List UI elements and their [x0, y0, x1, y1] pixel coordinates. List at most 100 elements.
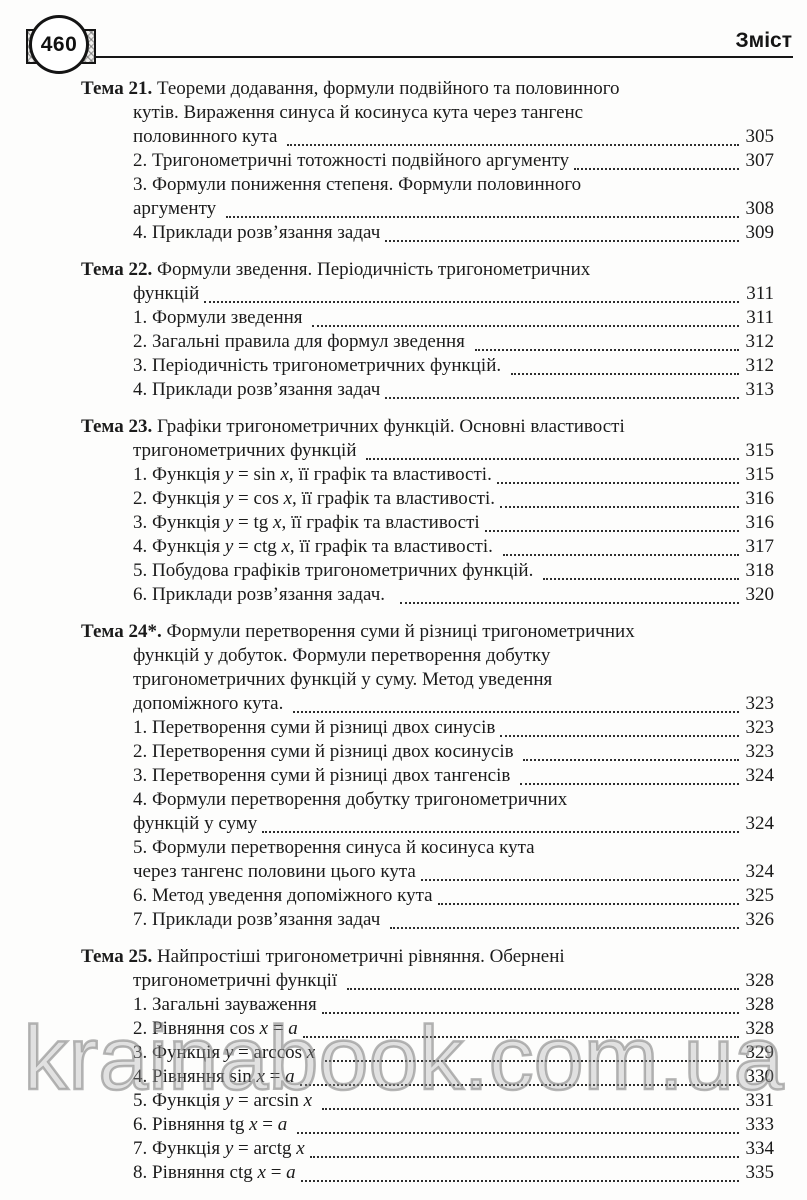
dot-leader — [366, 439, 739, 460]
dot-leader — [523, 740, 739, 761]
toc-line: 6. Приклади розв’язання задач. 320 — [81, 583, 774, 607]
toc-line: функцій у суму 324 — [81, 812, 774, 836]
toc-page-number: 328 — [745, 994, 775, 1015]
toc-line-text: 3. Формули пониження степеня. Формули по… — [133, 174, 582, 195]
toc-page-number: 324 — [745, 765, 775, 786]
dot-leader — [510, 354, 739, 375]
dot-leader — [321, 1089, 739, 1110]
toc-page-number: 313 — [745, 379, 775, 400]
toc-line: Тема 22. Формули зведення. Періодичність… — [81, 258, 774, 282]
toc-line-text: 1. Загальні зауваження — [133, 994, 317, 1015]
toc-line-text: 4. Рівняння sin x = a — [133, 1066, 295, 1087]
toc-line: 1. Загальні зауваження 328 — [81, 993, 774, 1017]
toc-line: 5. Функція y = arcsin x 331 — [81, 1089, 774, 1113]
toc-page-number: 307 — [745, 150, 775, 171]
toc-line-text: 4. Приклади розв’язання задач — [133, 222, 381, 243]
toc-line-text: тригонометричних функцій у суму. Метод у… — [133, 669, 553, 690]
toc-page-number: 331 — [745, 1090, 775, 1111]
toc-line: 3. Формули пониження степеня. Формули по… — [81, 173, 774, 197]
toc-line-text: половинного кута — [133, 126, 283, 147]
toc-page-number: 323 — [745, 693, 775, 714]
toc-line-text: Тема 21. Теореми додавання, формули подв… — [81, 78, 620, 99]
toc-line-text: 7. Приклади розв’язання задач — [133, 909, 386, 930]
toc-page-number: 316 — [745, 512, 775, 533]
toc-line: 4. Формули перетворення добутку тригоном… — [81, 788, 774, 812]
toc-page-number: 315 — [745, 440, 775, 461]
dot-leader — [390, 908, 739, 929]
toc-line: допоміжного кута. 323 — [81, 692, 774, 716]
dot-leader — [474, 330, 739, 351]
toc-line-text: кутів. Вираження синуса й косинуса кута … — [133, 102, 584, 123]
toc-line-text: 3. Перетворення суми й різниці двох танг… — [133, 765, 516, 786]
toc-line-text: 3. Періодичність тригонометричних функці… — [133, 355, 506, 376]
toc-page-number: 318 — [745, 560, 775, 581]
toc-line: 2. Функція y = cos x, її графік та власт… — [81, 487, 774, 511]
toc-line: 4. Приклади розв’язання задач 309 — [81, 221, 774, 245]
toc-line-text: 5. Функція y = arcsin x — [133, 1090, 313, 1111]
dot-leader — [500, 716, 739, 737]
toc-line: Тема 24*. Формули перетворення суми й рі… — [81, 620, 774, 644]
toc-line-text: 5. Формули перетворення синуса й косинус… — [133, 837, 535, 858]
toc-page-number: 305 — [745, 126, 775, 147]
dot-leader — [437, 884, 739, 905]
toc-line-text: 1. Перетворення суми й різниці двох сину… — [133, 717, 496, 738]
toc-line-text: 5. Побудова графіків тригонометричних фу… — [133, 560, 539, 581]
toc-line-text: тригонометричні функції — [133, 970, 342, 991]
toc-page-number: 323 — [745, 717, 775, 738]
toc-line-text: 1. Формули зведення — [133, 307, 308, 328]
toc-line-text: 6. Рівняння tg x = a — [133, 1114, 288, 1135]
toc-line-text: 6. Метод уведення допоміжного кута — [133, 885, 433, 906]
toc-line: 7. Функція y = arctg x 334 — [81, 1137, 774, 1161]
toc-page-number: 334 — [745, 1138, 775, 1159]
toc-line-text: Тема 23. Графіки тригонометричних функці… — [81, 416, 625, 437]
toc-line-text: 4. Формули перетворення добутку тригоном… — [133, 789, 568, 810]
toc-line-text: 4. Приклади розв’язання задач — [133, 379, 381, 400]
toc-page-number: 330 — [745, 1066, 775, 1087]
toc-line: 4. Функція y = ctg x, її графік та власт… — [81, 535, 774, 559]
toc-line: функцій у добуток. Формули перетворення … — [81, 644, 774, 668]
toc-page-number: 333 — [745, 1114, 775, 1135]
toc-line: 4. Приклади розв’язання задач 313 — [81, 378, 774, 402]
dot-leader — [385, 221, 739, 242]
toc-line-text: функцій — [133, 283, 200, 304]
toc-page-number: 311 — [746, 307, 774, 328]
toc-line: 2. Рівняння cos x = a 328 — [81, 1017, 774, 1041]
toc-page-number: 308 — [745, 198, 775, 219]
toc-page-number: 317 — [745, 536, 775, 557]
toc-page-number: 324 — [745, 813, 775, 834]
dot-leader — [296, 1113, 739, 1134]
toc-line: 1. Функція y = sin x, її графік та власт… — [81, 463, 774, 487]
toc: Тема 21. Теореми додавання, формули подв… — [81, 77, 774, 1185]
toc-line: кутів. Вираження синуса й косинуса кута … — [81, 101, 774, 125]
toc-line-text: 1. Функція y = sin x, її графік та власт… — [133, 464, 492, 485]
dot-leader — [420, 860, 739, 881]
toc-line: половинного кута 305 — [81, 125, 774, 149]
toc-line: 3. Функція y = arccos x 329 — [81, 1041, 774, 1065]
toc-line-text: 2. Загальні правила для формул зведення — [133, 331, 470, 352]
dot-leader — [225, 197, 739, 218]
toc-line-text: через тангенс половини цього кута — [133, 861, 416, 882]
dot-leader — [346, 969, 739, 990]
toc-page-number: 315 — [745, 464, 775, 485]
toc-page-number: 328 — [745, 1018, 775, 1039]
dot-leader — [484, 511, 739, 532]
toc-line-text: Тема 24*. Формули перетворення суми й рі… — [81, 621, 635, 642]
toc-line: 2. Тригонометричні тотожності подвійного… — [81, 149, 774, 173]
toc-line-text: Тема 25. Найпростіші тригонометричні рів… — [81, 946, 565, 967]
toc-line-text: 4. Функція y = ctg x, її графік та власт… — [133, 536, 498, 557]
toc-line: 1. Формули зведення 311 — [81, 306, 774, 330]
dot-leader — [499, 487, 739, 508]
toc-page-number: 320 — [745, 584, 775, 605]
toc-line-text: 3. Функція y = arccos x — [133, 1042, 316, 1063]
toc-page-number: 323 — [745, 741, 775, 762]
toc-line: тригонометричні функції 328 — [81, 969, 774, 993]
toc-line: 6. Рівняння tg x = a 333 — [81, 1113, 774, 1137]
toc-line-text: 3. Функція y = tg x, її графік та власти… — [133, 512, 480, 533]
toc-page-number: 309 — [745, 222, 775, 243]
toc-section-tema-21: Тема 21. Теореми додавання, формули подв… — [81, 77, 774, 245]
dot-leader — [312, 306, 739, 327]
dot-leader — [574, 149, 739, 170]
toc-line: 2. Загальні правила для формул зведення … — [81, 330, 774, 354]
toc-section-tema-25: Тема 25. Найпростіші тригонометричні рів… — [81, 945, 774, 1185]
